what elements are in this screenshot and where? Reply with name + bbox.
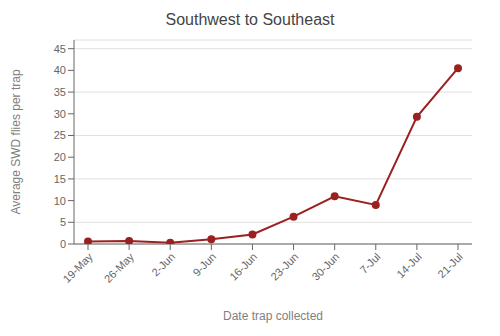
- svg-text:30-Jun: 30-Jun: [309, 250, 341, 282]
- svg-text:Average SWD flies per trap: Average SWD flies per trap: [9, 69, 23, 214]
- svg-text:26-May: 26-May: [102, 250, 137, 285]
- svg-text:25: 25: [54, 129, 66, 141]
- svg-text:10: 10: [54, 195, 66, 207]
- svg-text:45: 45: [54, 43, 66, 55]
- svg-text:19-May: 19-May: [61, 250, 96, 285]
- svg-text:21-Jul: 21-Jul: [435, 250, 465, 280]
- svg-text:40: 40: [54, 64, 66, 76]
- svg-text:30: 30: [54, 108, 66, 120]
- svg-text:5: 5: [60, 216, 66, 228]
- svg-text:2-Jun: 2-Jun: [149, 250, 177, 278]
- svg-text:16-Jun: 16-Jun: [227, 250, 259, 282]
- html-text:Southwest to Southeast: Southwest to Southeast: [165, 11, 335, 28]
- svg-text:35: 35: [54, 86, 66, 98]
- svg-text:20: 20: [54, 151, 66, 163]
- svg-text:23-Jun: 23-Jun: [268, 250, 300, 282]
- svg-text:15: 15: [54, 173, 66, 185]
- svg-text:Date trap collected: Date trap collected: [223, 309, 323, 323]
- svg-text:14-Jul: 14-Jul: [394, 250, 424, 280]
- svg-text:7-Jul: 7-Jul: [357, 250, 382, 275]
- svg-text:9-Jun: 9-Jun: [190, 250, 218, 278]
- svg-text:0: 0: [60, 238, 66, 250]
